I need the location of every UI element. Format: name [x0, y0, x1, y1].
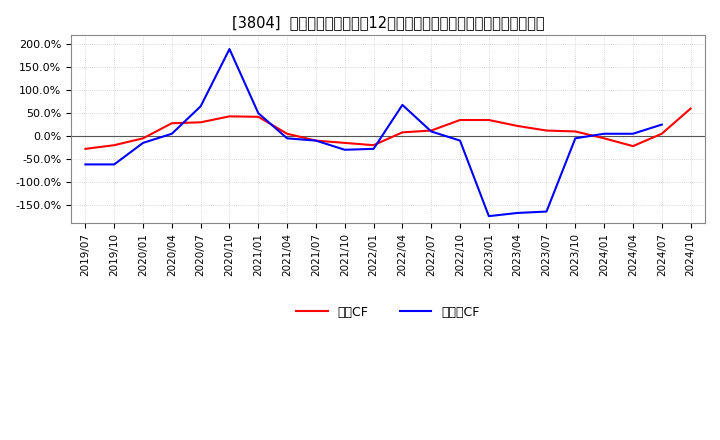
フリーCF — [657, 122, 666, 127]
フリーCF — [571, 136, 580, 141]
フリーCF — [341, 147, 349, 152]
営業CF — [542, 128, 551, 133]
営業CF — [485, 117, 493, 123]
営業CF — [369, 143, 378, 148]
営業CF — [600, 136, 608, 141]
営業CF — [427, 128, 436, 133]
営業CF — [629, 143, 637, 149]
営業CF — [398, 130, 407, 135]
フリーCF — [225, 47, 234, 52]
営業CF — [225, 114, 234, 119]
営業CF — [456, 117, 464, 123]
フリーCF — [283, 136, 292, 141]
フリーCF — [110, 162, 119, 167]
営業CF — [513, 123, 522, 128]
営業CF — [110, 143, 119, 148]
フリーCF — [485, 213, 493, 219]
フリーCF — [542, 209, 551, 214]
フリーCF — [81, 162, 90, 167]
営業CF — [283, 131, 292, 136]
フリーCF — [168, 131, 176, 136]
営業CF — [139, 136, 148, 141]
営業CF — [686, 106, 695, 111]
フリーCF — [513, 210, 522, 216]
フリーCF — [456, 138, 464, 143]
営業CF — [312, 138, 320, 143]
Line: フリーCF: フリーCF — [86, 49, 662, 216]
フリーCF — [398, 102, 407, 107]
フリーCF — [629, 131, 637, 136]
フリーCF — [197, 104, 205, 109]
営業CF — [197, 120, 205, 125]
フリーCF — [312, 138, 320, 143]
Line: 営業CF: 営業CF — [86, 109, 690, 149]
営業CF — [168, 121, 176, 126]
フリーCF — [600, 131, 608, 136]
Title: [3804]  キャッシュフローの12か月移動合計の対前年同期増減率の推移: [3804] キャッシュフローの12か月移動合計の対前年同期増減率の推移 — [232, 15, 544, 30]
営業CF — [341, 140, 349, 146]
営業CF — [571, 129, 580, 134]
フリーCF — [369, 146, 378, 151]
営業CF — [657, 131, 666, 136]
フリーCF — [427, 129, 436, 134]
営業CF — [254, 114, 263, 119]
フリーCF — [254, 110, 263, 116]
営業CF — [81, 146, 90, 151]
フリーCF — [139, 140, 148, 146]
Legend: 営業CF, フリーCF: 営業CF, フリーCF — [292, 301, 485, 323]
